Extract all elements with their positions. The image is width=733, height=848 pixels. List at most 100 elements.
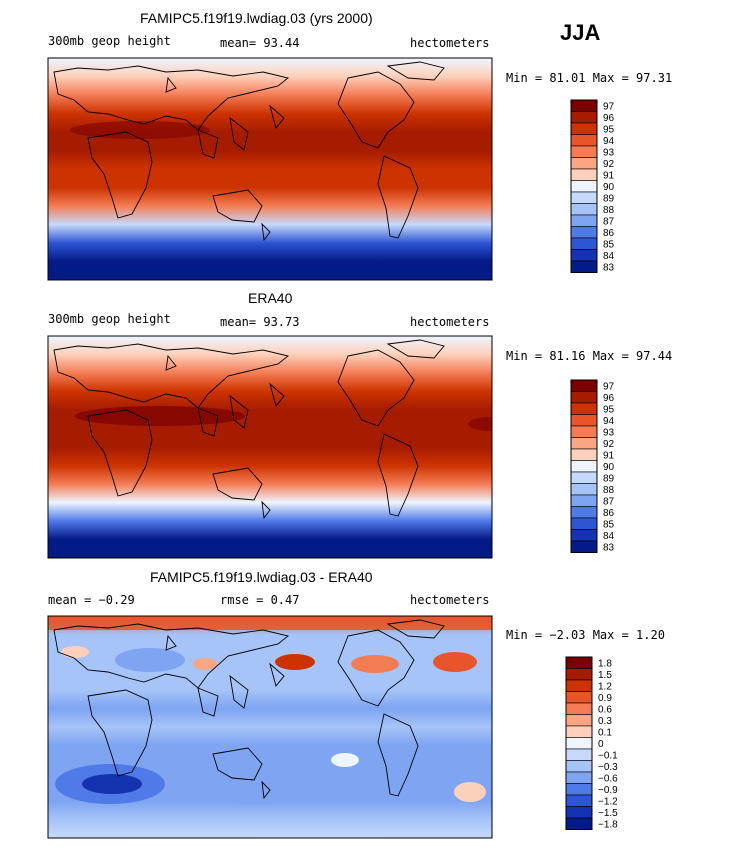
colorbar-tick-label: 1.2 [598, 682, 612, 693]
coastline-5 [212, 747, 263, 781]
colorbar-tick-label: −1.5 [598, 808, 618, 819]
panel-3-neg-blob-4 [115, 648, 185, 672]
colorbar-swatch [565, 748, 593, 761]
panel-3-pos-blob-2 [351, 655, 399, 673]
coastline-10 [165, 76, 177, 93]
colorbar-swatch [570, 529, 598, 542]
colorbar-tick-label: 83 [603, 263, 615, 274]
coastline-7 [337, 71, 415, 149]
colorbar-tick-label: 1.5 [598, 670, 612, 681]
colorbar-swatch [570, 483, 598, 496]
panel-3-north-band [48, 616, 492, 630]
colorbar-swatch [570, 203, 598, 216]
colorbar-tick-label: 86 [603, 508, 615, 519]
colorbar-tick-label: 87 [603, 217, 615, 228]
colorbar-tick-label: 90 [603, 182, 615, 193]
colorbar-tick-label: −0.6 [598, 774, 618, 785]
coastline-3 [197, 407, 219, 437]
colorbar-swatch [570, 471, 598, 484]
colorbar-swatch [565, 668, 593, 681]
coastline-8 [377, 155, 419, 239]
coastline-6 [269, 662, 285, 687]
colorbar-swatch [570, 191, 598, 204]
colorbar-tick-label: 0.1 [598, 728, 612, 739]
panel-3-center-label: rmse = 0.47 [220, 593, 300, 607]
colorbar-tick-label: −1.8 [598, 820, 618, 831]
colorbar-tick-label: 87 [603, 497, 615, 508]
coastline-6 [269, 104, 285, 129]
colorbar-swatch [570, 99, 598, 112]
coastline-2 [87, 689, 153, 777]
panel-3-field [48, 616, 492, 838]
coastline-1 [53, 623, 289, 689]
colorbar-swatch [570, 506, 598, 519]
panel-2-coastlines [53, 339, 445, 520]
panel-3-map [48, 616, 492, 838]
colorbar-swatch [565, 691, 593, 704]
panel-3-pos-blob-6 [454, 782, 486, 802]
panel-2-right-label: hectometers [410, 315, 490, 329]
coastline-1 [53, 343, 289, 409]
colorbar-swatch [565, 737, 593, 750]
panel-2-frame [47, 335, 493, 559]
coastline-11 [261, 780, 271, 800]
panel-2-title: ERA40 [248, 290, 293, 306]
colorbar-tick-label: 85 [603, 520, 615, 531]
colorbar-swatch [570, 168, 598, 181]
colorbar-tick-label: 84 [603, 531, 615, 542]
colorbar-tick-label: 0 [598, 739, 604, 750]
colorbar-outline [570, 379, 598, 553]
panel-3-minmax: Min = −2.03 Max = 1.20 [506, 628, 665, 642]
colorbar-tick-label: −1.2 [598, 797, 618, 808]
coastline-4 [229, 116, 249, 151]
coastline-5 [212, 467, 263, 501]
panel-1-minmax: Min = 81.01 Max = 97.31 [506, 71, 673, 85]
panel-2-map [48, 336, 492, 558]
colorbar-swatch [565, 656, 593, 669]
colorbar-swatch [570, 402, 598, 415]
panel-1-field [48, 58, 492, 280]
colorbar-tick-label: 89 [603, 474, 615, 485]
coastline-10 [165, 354, 177, 371]
coastline-4 [229, 674, 249, 709]
colorbar-tick-label: 91 [603, 451, 615, 462]
colorbar-swatch [565, 679, 593, 692]
colorbar-swatch [570, 226, 598, 239]
panel-3-neg-blob-2 [82, 774, 142, 794]
panel-2-field [48, 336, 492, 558]
colorbar-swatch [570, 237, 598, 250]
colorbar-swatch [570, 517, 598, 530]
colorbar-swatch [565, 771, 593, 784]
colorbar-tick-label: 0.3 [598, 716, 612, 727]
colorbar-swatch [570, 460, 598, 473]
colorbar-tick-label: 93 [603, 148, 615, 159]
panel-2-max-anomaly-east [468, 417, 492, 431]
colorbar-tick-label: 86 [603, 228, 615, 239]
panel-1-left-label: 300mb geop height [48, 34, 171, 48]
colorbar-swatch [570, 414, 598, 427]
colorbar-swatch [570, 180, 598, 193]
panel-2-left-label: 300mb geop height [48, 312, 171, 326]
coastline-3 [197, 687, 219, 717]
colorbar-swatch [570, 494, 598, 507]
colorbar-swatch [570, 249, 598, 262]
colorbar-outline [565, 656, 593, 830]
colorbar-tick-label: 0.6 [598, 705, 612, 716]
colorbar-swatch [565, 783, 593, 796]
colorbar-tick-label: 92 [603, 439, 615, 450]
colorbar-tick-label: 95 [603, 125, 615, 136]
colorbar-swatch [565, 714, 593, 727]
colorbar-swatch [565, 817, 593, 830]
colorbar-swatch [570, 379, 598, 392]
panel-1-coastlines [53, 61, 445, 242]
colorbar-swatch [565, 702, 593, 715]
colorbar-tick-label: 85 [603, 240, 615, 251]
colorbar-tick-label: 91 [603, 171, 615, 182]
coastline-8 [377, 433, 419, 517]
colorbar-swatch [570, 425, 598, 438]
colorbar-tick-label: 94 [603, 136, 615, 147]
coastline-3 [197, 129, 219, 159]
panel-1-title: FAMIPC5.f19f19.lwdiag.03 (yrs 2000) [140, 10, 373, 26]
